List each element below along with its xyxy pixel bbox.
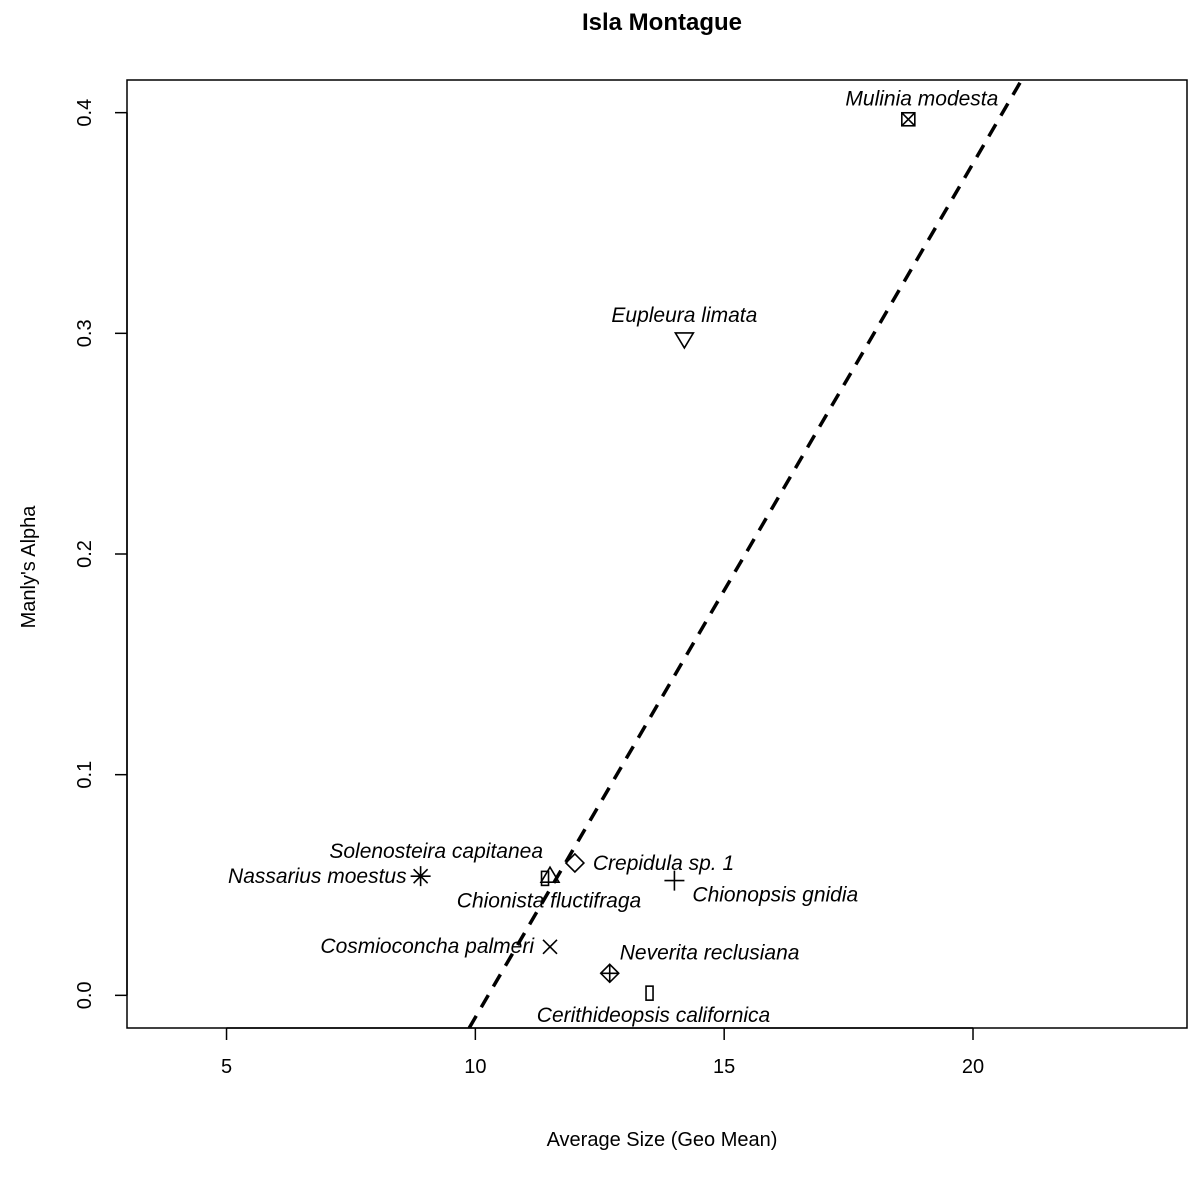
- marker-plus: [600, 964, 619, 983]
- data-point: Neverita reclusiana: [599, 941, 800, 984]
- x-tick-label: 15: [713, 1056, 735, 1078]
- y-axis-label: Manly's Alpha: [18, 505, 40, 629]
- marker-triangle: [539, 865, 561, 883]
- x-tick-label: 20: [962, 1056, 984, 1078]
- x-axis: 5 10 15 20: [221, 1027, 984, 1078]
- y-tick-label: 0.2: [74, 540, 96, 568]
- marker-square: [540, 870, 550, 887]
- point-label: Cerithideopsis californica: [537, 1004, 770, 1027]
- y-tick-label: 0.4: [74, 99, 96, 127]
- y-tick-label: 0.1: [74, 761, 96, 789]
- marker-diamond: [599, 963, 620, 984]
- data-point: Chionista fluctifraga: [457, 870, 641, 912]
- x-axis-label: Average Size (Geo Mean): [547, 1129, 778, 1151]
- data-point: Cosmioconcha palmeri: [320, 935, 558, 958]
- marker-asterisk: [410, 866, 431, 887]
- data-point: Solenosteira capitanea: [329, 840, 561, 883]
- data-point: Nassarius moestus: [228, 865, 431, 888]
- point-label: Nassarius moestus: [228, 865, 407, 888]
- chart-title: Isla Montague: [582, 9, 742, 36]
- point-label: Neverita reclusiana: [620, 941, 800, 964]
- y-tick-label: 0.0: [74, 981, 96, 1009]
- marker-square: [645, 985, 654, 1001]
- data-point: Cerithideopsis californica: [537, 985, 770, 1027]
- x-tick-label: 5: [221, 1056, 232, 1078]
- point-label: Chionopsis gnidia: [692, 884, 858, 907]
- point-label: Eupleura limata: [611, 304, 757, 327]
- data-point: Eupleura limata: [611, 304, 757, 350]
- marker-diamond: [564, 852, 586, 874]
- point-label: Solenosteira capitanea: [329, 840, 543, 863]
- x-tick-label: 10: [464, 1056, 486, 1078]
- marker-triangle: [673, 332, 695, 350]
- plot-area: Mulinia modesta Eupleura limata Crepidula …: [228, 80, 1024, 1028]
- point-label: Chionista fluctifraga: [457, 889, 641, 912]
- y-tick-label: 0.3: [74, 319, 96, 347]
- point-label: Crepidula sp. 1: [593, 852, 734, 875]
- point-label: Cosmioconcha palmeri: [320, 935, 535, 958]
- marker-box: [901, 111, 916, 127]
- trend-line: [467, 80, 1024, 1028]
- point-label: Mulinia modesta: [845, 87, 998, 110]
- y-axis: 0.0 0.1 0.2 0.3 0.4: [74, 99, 128, 1009]
- data-point: Mulinia modesta: [845, 87, 998, 127]
- marker-x: [542, 939, 558, 955]
- data-point: Chionopsis gnidia: [664, 870, 858, 907]
- marker-x: [901, 112, 916, 127]
- marker-plus: [664, 870, 685, 891]
- data-point: Crepidula sp. 1: [564, 852, 734, 875]
